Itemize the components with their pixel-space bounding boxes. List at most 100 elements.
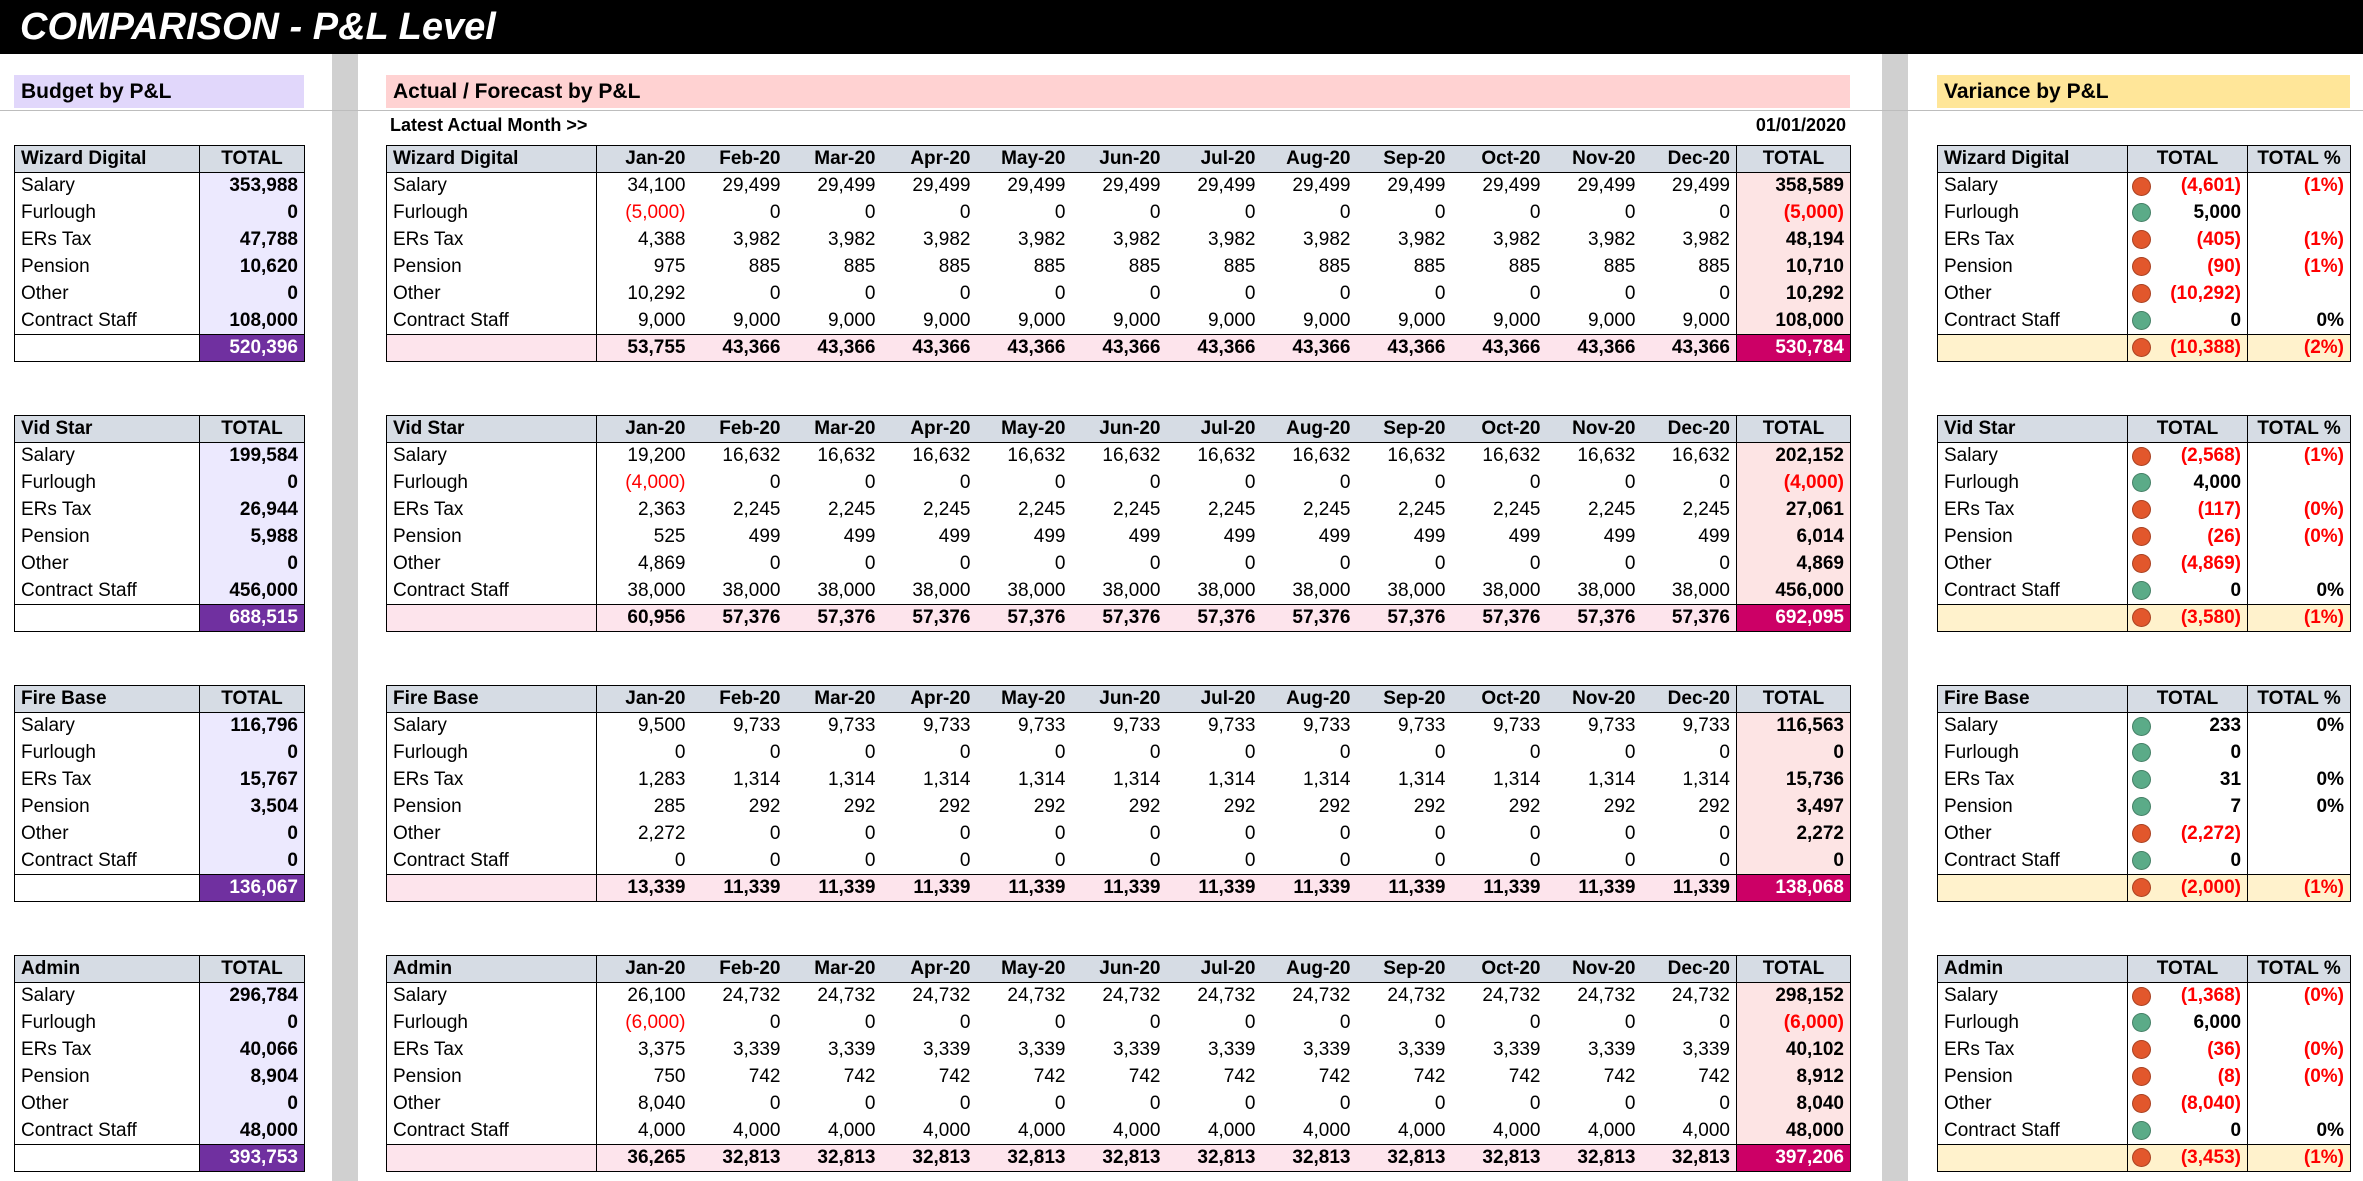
month-value-cell[interactable]: 2,245 [1397, 499, 1446, 520]
variance-pct-cell[interactable]: 0% [2247, 793, 2352, 821]
variance-grand-pct[interactable]: (2%) [2247, 334, 2352, 362]
row-total-cell[interactable]: 358,589 [1736, 172, 1851, 200]
month-value-cell[interactable]: 9,000 [1492, 309, 1541, 331]
month-value-cell[interactable]: 0 [769, 823, 781, 844]
month-value-cell[interactable]: 292 [1413, 796, 1446, 817]
month-value-cell[interactable]: 499 [843, 526, 876, 547]
variance-total-cell[interactable]: 0 [2157, 847, 2249, 875]
month-value-cell[interactable]: 24,732 [1102, 985, 1161, 1007]
month-value-cell[interactable]: 3,982 [732, 229, 781, 250]
budget-total-cell[interactable]: 47,788 [199, 226, 305, 254]
month-value-cell[interactable]: 0 [769, 1093, 781, 1114]
month-value-cell[interactable]: 0 [1719, 1012, 1730, 1033]
month-value-cell[interactable]: 4,000 [1587, 1119, 1636, 1141]
budget-total-cell[interactable]: 0 [199, 199, 305, 227]
month-value-cell[interactable]: 0 [1339, 1093, 1351, 1114]
variance-total-cell[interactable]: 4,000 [2157, 469, 2249, 497]
month-total-cell[interactable]: 11,339 [786, 874, 882, 902]
budget-total-cell[interactable]: 296,784 [199, 982, 305, 1010]
month-value-cell[interactable]: 0 [1339, 849, 1351, 871]
month-value-cell[interactable]: 2,245 [922, 499, 971, 520]
variance-total-cell[interactable]: 0 [2157, 307, 2249, 335]
month-value-cell[interactable]: 0 [1434, 742, 1446, 763]
month-value-cell[interactable]: 885 [1318, 256, 1351, 277]
budget-total-cell[interactable]: 26,944 [199, 496, 305, 524]
month-total-cell[interactable]: 11,339 [1261, 874, 1357, 902]
month-value-cell[interactable]: 16,632 [1671, 445, 1730, 467]
month-value-cell[interactable]: 0 [1149, 1012, 1161, 1033]
month-value-cell[interactable]: 885 [748, 256, 781, 277]
month-value-cell[interactable]: 0 [1434, 823, 1446, 844]
month-value-cell[interactable]: 742 [1318, 1066, 1351, 1087]
variance-total-cell[interactable]: 0 [2157, 1117, 2249, 1145]
month-total-cell[interactable]: 32,813 [1071, 1144, 1167, 1172]
month-value-cell[interactable]: 0 [1434, 1012, 1446, 1033]
month-value-cell[interactable]: 0 [1719, 202, 1730, 223]
budget-total-cell[interactable]: 10,620 [199, 253, 305, 281]
month-value-cell[interactable]: 9,733 [1112, 715, 1161, 737]
month-value-cell[interactable]: 29,499 [1671, 175, 1730, 197]
month-total-cell[interactable]: 32,813 [976, 1144, 1072, 1172]
row-total-cell[interactable]: 0 [1736, 847, 1851, 875]
month-value-cell[interactable]: 0 [1339, 472, 1351, 493]
month-value-cell[interactable]: 742 [1508, 1066, 1541, 1087]
month-value-cell[interactable]: 0 [1054, 1012, 1066, 1033]
month-value-cell[interactable]: 2,245 [1112, 499, 1161, 520]
budget-total-cell[interactable]: 116,796 [199, 712, 305, 740]
month-value-cell[interactable]: 38,000 [912, 579, 971, 601]
month-value-cell[interactable]: 499 [1603, 526, 1636, 547]
month-value-cell[interactable]: 0 [959, 202, 971, 223]
month-value-cell[interactable]: 3,339 [1397, 1039, 1446, 1060]
row-total-cell[interactable]: 0 [1736, 739, 1851, 767]
month-value-cell[interactable]: (4,000) [625, 472, 686, 493]
budget-total-cell[interactable]: 353,988 [199, 172, 305, 200]
month-value-cell[interactable]: 0 [769, 283, 781, 304]
month-value-cell[interactable]: 742 [1128, 1066, 1161, 1087]
actual-grand-total[interactable]: 530,784 [1736, 334, 1851, 362]
month-value-cell[interactable]: 0 [959, 553, 971, 574]
month-value-cell[interactable]: 885 [1508, 256, 1541, 277]
variance-pct-cell[interactable]: 0% [2247, 577, 2352, 605]
budget-total-cell[interactable]: 5,988 [199, 523, 305, 551]
month-value-cell[interactable]: 9,733 [1492, 715, 1541, 737]
month-value-cell[interactable]: 9,000 [827, 309, 876, 331]
variance-total-cell[interactable]: 233 [2157, 712, 2249, 740]
month-value-cell[interactable]: 0 [1434, 553, 1446, 574]
month-value-cell[interactable]: 885 [1128, 256, 1161, 277]
month-value-cell[interactable]: 3,339 [1682, 1039, 1730, 1060]
budget-total-cell[interactable]: 40,066 [199, 1036, 305, 1064]
row-total-cell[interactable]: 40,102 [1736, 1036, 1851, 1064]
month-value-cell[interactable]: 0 [769, 742, 781, 763]
month-value-cell[interactable]: 24,732 [1292, 985, 1351, 1007]
month-value-cell[interactable]: 3,339 [1207, 1039, 1256, 1060]
month-total-cell[interactable]: 32,813 [1451, 1144, 1547, 1172]
month-total-cell[interactable]: 57,376 [786, 604, 882, 632]
month-value-cell[interactable]: 0 [1339, 283, 1351, 304]
budget-total-cell[interactable]: 8,904 [199, 1063, 305, 1091]
month-value-cell[interactable]: 0 [1149, 1093, 1161, 1114]
month-value-cell[interactable]: 16,632 [1292, 445, 1351, 467]
month-value-cell[interactable]: 3,982 [827, 229, 876, 250]
actual-grand-total[interactable]: 138,068 [1736, 874, 1851, 902]
budget-grand-total[interactable]: 688,515 [199, 604, 305, 632]
month-value-cell[interactable]: 0 [959, 1012, 971, 1033]
month-total-cell[interactable]: 57,376 [1641, 604, 1737, 632]
month-value-cell[interactable]: 9,000 [922, 309, 971, 331]
month-value-cell[interactable]: 0 [1149, 472, 1161, 493]
month-value-cell[interactable]: 24,732 [1671, 985, 1730, 1007]
month-value-cell[interactable]: 24,732 [912, 985, 971, 1007]
month-total-cell[interactable]: 57,376 [1356, 604, 1452, 632]
month-total-cell[interactable]: 32,813 [1546, 1144, 1642, 1172]
month-value-cell[interactable]: 742 [1413, 1066, 1446, 1087]
month-total-cell[interactable]: 43,366 [976, 334, 1072, 362]
month-value-cell[interactable]: 4,000 [922, 1119, 971, 1141]
month-value-cell[interactable]: 24,732 [1197, 985, 1256, 1007]
month-value-cell[interactable]: 2,245 [1682, 499, 1730, 520]
row-total-cell[interactable]: 10,292 [1736, 280, 1851, 308]
month-value-cell[interactable]: 9,000 [1112, 309, 1161, 331]
month-value-cell[interactable]: 0 [1529, 202, 1541, 223]
month-value-cell[interactable]: 0 [1719, 1093, 1730, 1114]
variance-total-cell[interactable]: (4,601) [2157, 172, 2249, 200]
month-value-cell[interactable]: 3,339 [732, 1039, 781, 1060]
month-value-cell[interactable]: 38,000 [1577, 579, 1636, 601]
